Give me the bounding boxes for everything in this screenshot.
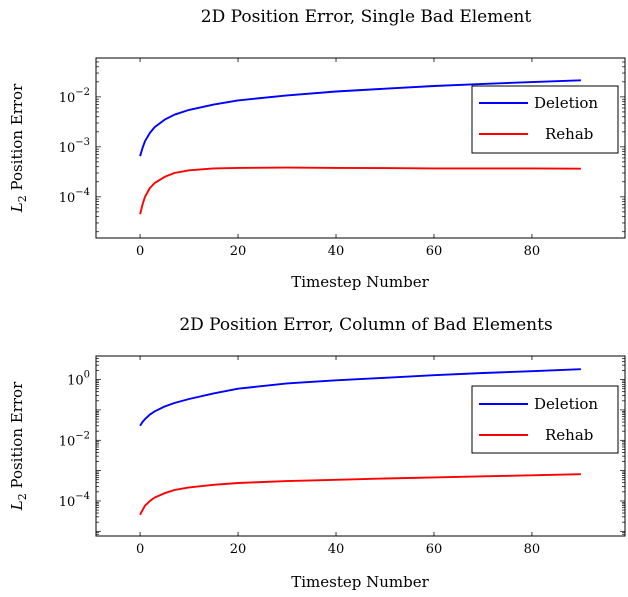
x-tick-label: 0: [136, 244, 144, 259]
x-tick-label: 60: [426, 244, 443, 259]
series-lines: [139, 79, 581, 215]
plot-frame: [95, 57, 626, 239]
x-tick-label: 0: [136, 542, 144, 557]
legend-label-deletion: Deletion: [534, 94, 598, 112]
x-tick-label: 40: [328, 542, 345, 557]
x-tick-label: 40: [328, 244, 345, 259]
x-tick-label: 80: [524, 542, 541, 557]
series-line-deletion: [139, 368, 581, 427]
x-axis: 0 20 40 60 80: [136, 356, 540, 557]
x-tick-label: 20: [230, 542, 247, 557]
chart-single-bad-element: 2D Position Error, Single Bad Element 0 2…: [8, 7, 626, 291]
legend: Deletion Rehab: [471, 385, 619, 454]
legend: Deletion Rehab: [471, 85, 619, 154]
x-axis-label: Timestep Number: [291, 273, 429, 291]
chart-title: 2D Position Error, Column of Bad Element…: [179, 315, 552, 335]
svg-text:L2 Position Error: L2 Position Error: [8, 83, 29, 213]
legend-label-rehab: Rehab: [545, 426, 593, 444]
legend-label-deletion: Deletion: [534, 395, 598, 413]
y-axis: 10−4 10−3 10−2: [59, 57, 625, 233]
series-line-rehab: [139, 166, 581, 215]
chart-title: 2D Position Error, Single Bad Element: [201, 7, 532, 27]
series-lines: [139, 368, 581, 516]
y-axis-label: L2 Position Error: [8, 83, 29, 213]
y-tick-label: 10−3: [59, 137, 90, 156]
x-axis-label: Timestep Number: [291, 573, 429, 591]
y-tick-label: 10−2: [59, 430, 90, 449]
series-line-deletion: [139, 79, 581, 157]
x-tick-label: 20: [230, 244, 247, 259]
legend-box: [471, 85, 619, 154]
series-line-rehab: [139, 473, 581, 516]
y-axis-label: L2 Position Error: [8, 381, 29, 511]
legend-label-rehab: Rehab: [545, 125, 593, 143]
y-tick-label: 100: [67, 370, 90, 389]
x-axis: 0 20 40 60 80: [136, 58, 540, 259]
y-axis: 10−4 10−2 100: [59, 355, 625, 537]
chart-column-of-bad-elements: 2D Position Error, Column of Bad Element…: [8, 315, 626, 591]
x-tick-label: 60: [426, 542, 443, 557]
y-tick-label: 10−2: [59, 87, 90, 106]
x-tick-label: 80: [524, 244, 541, 259]
y-tick-label: 10−4: [59, 187, 90, 206]
svg-text:L2 Position Error: L2 Position Error: [8, 381, 29, 511]
y-tick-label: 10−4: [59, 491, 90, 510]
plot-frame: [95, 355, 626, 537]
legend-box: [471, 385, 619, 454]
